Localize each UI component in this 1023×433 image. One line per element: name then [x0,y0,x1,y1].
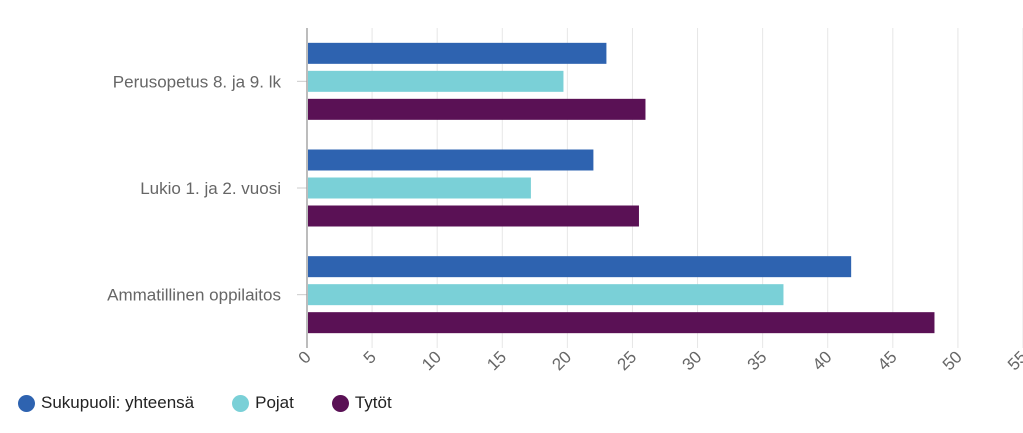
bar-0-2[interactable] [308,98,646,120]
x-tick-label-50: 50 [939,347,966,374]
bars [308,42,935,334]
category-label-0: Perusopetus 8. ja 9. lk [113,72,282,91]
legend-label-total: Sukupuoli: yhteensä [41,393,195,412]
x-tick-labels: 0 5 10 15 20 25 30 35 40 45 50 55 [295,347,1023,374]
bar-2-1[interactable] [308,284,784,306]
legend-label-girls: Tytöt [354,393,392,412]
x-tick-label-45: 45 [874,347,901,374]
bar-2-2[interactable] [308,312,935,334]
legend-swatch-girls [331,394,349,412]
x-tick-label-10: 10 [418,347,445,374]
x-tick-label-5: 5 [360,347,380,367]
x-tick-label-15: 15 [483,347,510,374]
legend-swatch-total [18,394,35,412]
legend: Sukupuoli: yhteensä Pojat Tytöt [18,393,430,413]
bar-1-1[interactable] [308,177,531,199]
category-label-2: Ammatillinen oppilaitos [107,286,281,305]
legend-swatch-boys [232,394,250,412]
category-label-1: Lukio 1. ja 2. vuosi [140,179,281,198]
axes [297,28,308,348]
x-tick-label-40: 40 [809,347,836,374]
x-tick-label-55: 55 [1004,347,1023,374]
bar-2-0[interactable] [308,256,852,278]
x-tick-label-35: 35 [744,347,771,374]
x-tick-label-20: 20 [548,347,575,374]
legend-label-boys: Pojat [255,393,294,412]
x-tick-label-25: 25 [613,347,640,374]
x-tick-label-0: 0 [295,347,315,367]
category-labels: Perusopetus 8. ja 9. lk Lukio 1. ja 2. vu… [107,72,281,304]
x-tick-label-30: 30 [679,347,706,374]
legend-item-girls[interactable]: Tytöt [331,393,392,413]
legend-item-boys[interactable]: Pojat [232,393,294,413]
bar-0-0[interactable] [308,42,607,64]
bar-1-0[interactable] [308,149,594,171]
bar-1-2[interactable] [308,205,639,227]
bar-0-1[interactable] [308,70,564,92]
legend-item-total[interactable]: Sukupuoli: yhteensä [18,393,194,413]
